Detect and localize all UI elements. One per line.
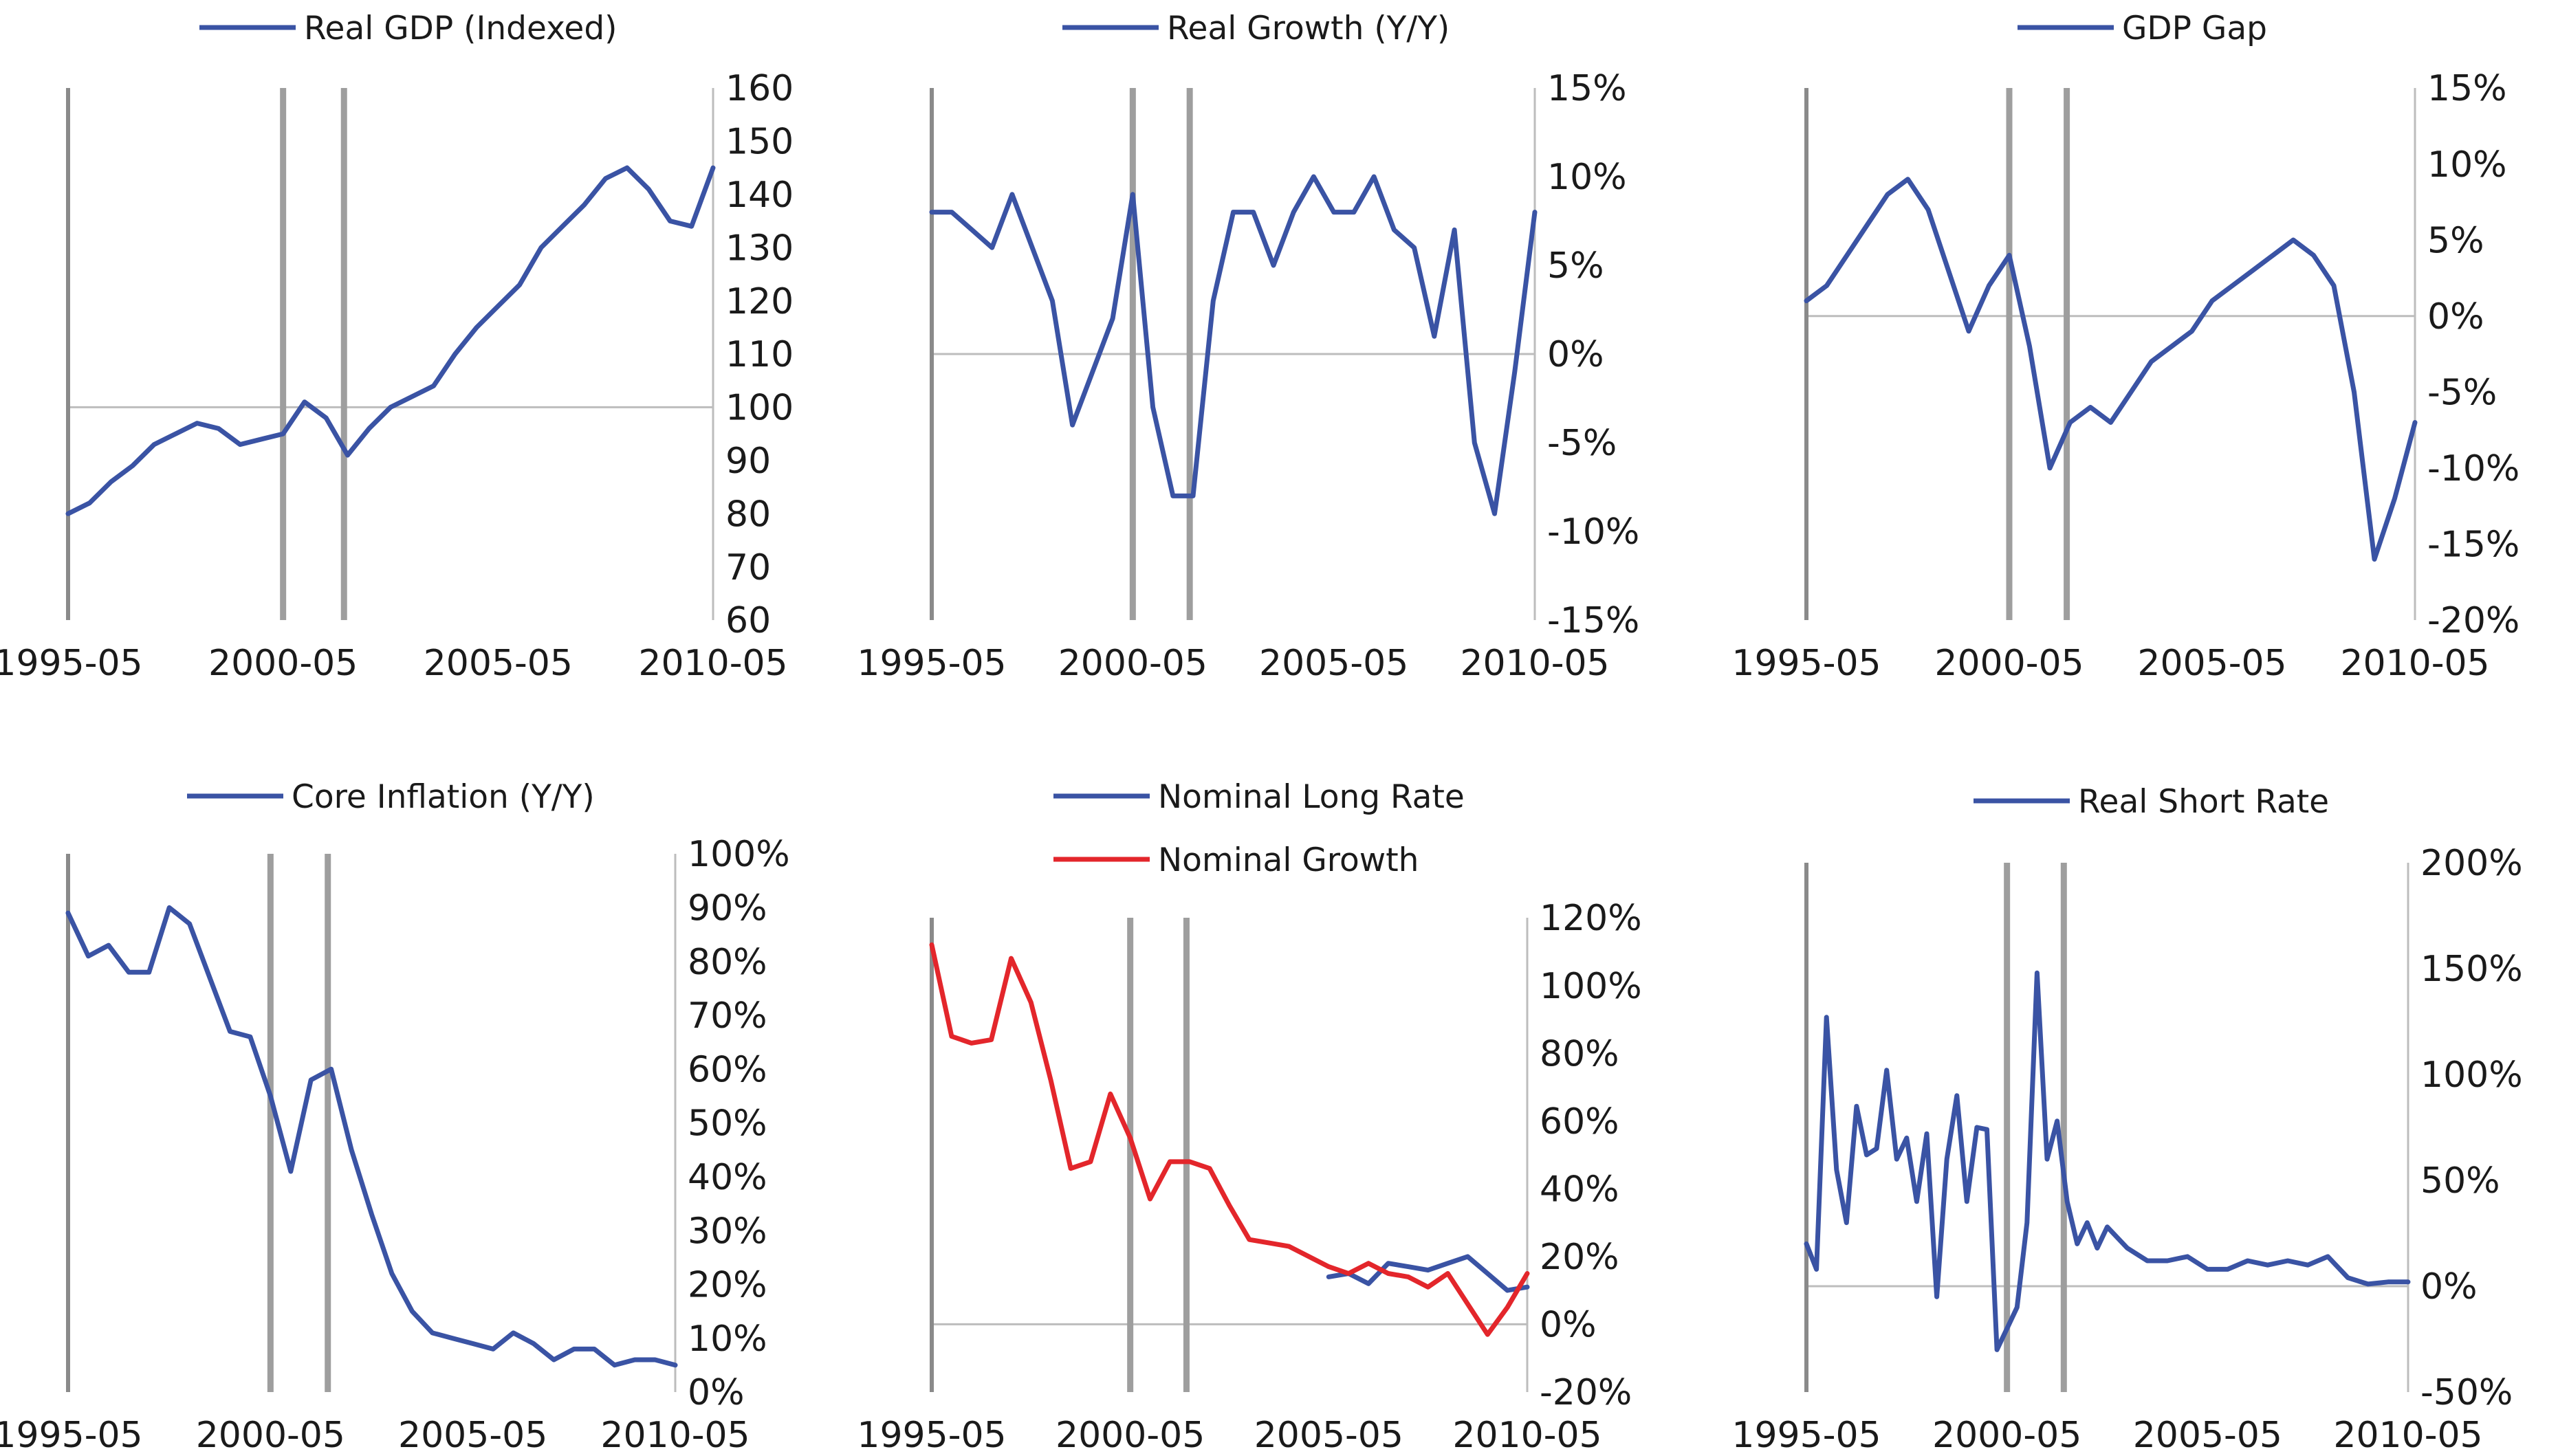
chart-panel-6: 200% 150% 100% 50% 0% -50% 1995-05 2000-05 2005-…	[1731, 783, 2522, 1456]
legend-label: Core Inflation (Y/Y)	[292, 778, 595, 816]
y-tick-label: 40%	[688, 1157, 767, 1198]
x-tick-label: 2005-05	[424, 643, 573, 684]
y-tick-label: -5%	[2427, 372, 2497, 413]
y-tick-label: 10%	[2427, 144, 2507, 186]
legend-label: Nominal Long Rate	[1158, 778, 1465, 816]
y-tick-label: -10%	[2427, 448, 2519, 489]
y-tick-label: 60%	[688, 1049, 767, 1090]
series-line	[65, 905, 678, 1368]
chart-panel-1: 160 150 140 130 120 110 100 90 80 70 60 1995-05 2000…	[0, 10, 794, 684]
chart-panel-5: 120% 100% 80% 60% 40% 20% 0% -20% 1995-05 2000-05…	[857, 778, 1641, 1456]
y-tick-label: 10%	[1547, 157, 1627, 198]
x-tick-label: 2010-05	[2340, 643, 2489, 684]
legend-label: GDP Gap	[2122, 10, 2267, 47]
x-tick-label: 2005-05	[1259, 643, 1408, 684]
y-tick-label: 60	[725, 600, 771, 641]
x-tick-label: 2010-05	[1460, 643, 1609, 684]
series-line	[1804, 970, 2411, 1352]
x-tick-label: 1995-05	[857, 643, 1006, 684]
x-tick-label: 2000-05	[1934, 643, 2084, 684]
y-tick-label: 130	[725, 228, 794, 269]
legend-label: Nominal Growth	[1158, 841, 1419, 879]
series-line	[65, 165, 716, 516]
y-tick-label: 200%	[2420, 843, 2523, 884]
x-tick-label: 1995-05	[1731, 1415, 1881, 1456]
y-tick-label: 10%	[688, 1319, 767, 1360]
y-tick-label: 0%	[2420, 1266, 2478, 1308]
legend-label: Real GDP (Indexed)	[304, 10, 617, 47]
legend-label: Real Short Rate	[2078, 783, 2329, 821]
y-tick-label: 100%	[1540, 966, 1642, 1007]
y-tick-label: -20%	[1540, 1372, 1632, 1413]
x-tick-label: 2000-05	[196, 1415, 345, 1456]
x-tick-label: 1995-05	[0, 643, 143, 684]
y-tick-label: 80	[725, 494, 771, 535]
x-tick-label: 1995-05	[0, 1415, 143, 1456]
y-tick-label: 100%	[688, 834, 790, 875]
series-line	[1804, 177, 2418, 562]
y-tick-label: 40%	[1540, 1169, 1619, 1210]
x-tick-label: 2005-05	[398, 1415, 547, 1456]
y-tick-label: 80%	[688, 942, 767, 983]
y-tick-label: 90	[725, 441, 771, 482]
y-tick-label: 5%	[2427, 220, 2484, 261]
y-tick-label: -10%	[1547, 511, 1639, 553]
chart-panel-3: 15% 10% 5% 0% -5% -10% -15% -20% 1995-05 2000-05 2…	[1731, 10, 2519, 684]
y-tick-label: 120%	[1540, 898, 1642, 939]
y-tick-label: 160	[725, 68, 794, 109]
y-tick-label: 50%	[688, 1103, 767, 1145]
y-tick-label: -20%	[2427, 600, 2519, 641]
y-tick-label: 150%	[2420, 949, 2523, 990]
x-tick-label: 1995-05	[1731, 643, 1881, 684]
y-tick-label: 70%	[688, 995, 767, 1037]
x-tick-label: 2005-05	[2133, 1415, 2282, 1456]
x-tick-label: 2000-05	[208, 643, 358, 684]
y-tick-label: 20%	[1540, 1237, 1619, 1278]
y-tick-label: 15%	[1547, 68, 1627, 109]
y-tick-label: 80%	[1540, 1033, 1619, 1074]
y-tick-label: 50%	[2420, 1160, 2500, 1202]
series-line	[929, 174, 1538, 516]
series-line	[1326, 1254, 1530, 1293]
x-tick-label: 2010-05	[600, 1415, 750, 1456]
y-tick-label: 100%	[2420, 1055, 2523, 1096]
y-tick-label: 70	[725, 547, 771, 588]
y-tick-label: 15%	[2427, 68, 2507, 109]
y-tick-label: -5%	[1547, 423, 1617, 464]
y-tick-label: 20%	[688, 1265, 767, 1306]
series-line	[929, 942, 1530, 1337]
x-tick-label: 2000-05	[1932, 1415, 2081, 1456]
x-tick-label: 2000-05	[1058, 643, 1207, 684]
legend-label: Real Growth (Y/Y)	[1167, 10, 1450, 47]
x-tick-label: 2005-05	[2137, 643, 2286, 684]
y-tick-label: 0%	[1547, 334, 1604, 375]
y-tick-label: 140	[725, 175, 794, 216]
x-tick-label: 2005-05	[1254, 1415, 1403, 1456]
x-tick-label: 1995-05	[857, 1415, 1006, 1456]
y-tick-label: 0%	[2427, 296, 2484, 338]
y-tick-label: 110	[725, 334, 794, 375]
y-tick-label: 100	[725, 388, 794, 429]
x-tick-label: 2000-05	[1056, 1415, 1205, 1456]
y-tick-label: 0%	[1540, 1305, 1597, 1346]
y-tick-label: 30%	[688, 1211, 767, 1252]
x-tick-label: 2010-05	[1452, 1415, 1602, 1456]
y-tick-label: 90%	[688, 888, 767, 929]
chart-panel-4: 100% 90% 80% 70% 60% 50% 40% 30% 20% 10% 0% 1995-05…	[0, 778, 790, 1456]
y-tick-label: 5%	[1547, 245, 1604, 287]
y-tick-label: 60%	[1540, 1101, 1619, 1143]
x-tick-label: 2010-05	[2333, 1415, 2482, 1456]
y-tick-label: 0%	[688, 1372, 745, 1413]
y-tick-label: -15%	[1547, 600, 1639, 641]
y-tick-label: -15%	[2427, 525, 2519, 566]
y-tick-label: 120	[725, 281, 794, 322]
x-tick-label: 2010-05	[638, 643, 787, 684]
y-tick-label: 150	[725, 122, 794, 163]
chart-panel-2: 15% 10% 5% 0% -5% -10% -15% 1995-05 2000-05 2005-…	[857, 10, 1639, 684]
y-tick-label: -50%	[2420, 1372, 2513, 1413]
